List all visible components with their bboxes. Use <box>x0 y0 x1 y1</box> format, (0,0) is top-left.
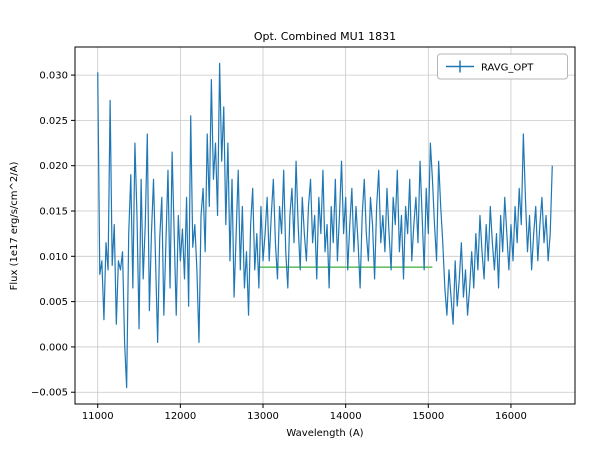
x-tick-label: 16000 <box>495 411 527 422</box>
y-tick-label: 0.015 <box>39 207 68 218</box>
y-tick-label: 0.000 <box>39 342 68 353</box>
legend-label: RAVG_OPT <box>481 63 534 74</box>
legend-box <box>437 53 568 80</box>
x-axis-label: Wavelength (A) <box>286 428 363 439</box>
flux-line <box>97 62 553 389</box>
x-tick-label: 13000 <box>247 411 279 422</box>
chart-title: Opt. Combined MU1 1831 <box>254 30 396 43</box>
y-tick-label: 0.005 <box>39 297 68 308</box>
y-tick-label: 0.010 <box>39 252 68 263</box>
y-tick-label: −0.005 <box>31 388 68 399</box>
y-tick-label: 0.025 <box>39 116 68 127</box>
y-axis-label: Flux (1e17 erg/s/cm^2/A) <box>9 162 20 291</box>
y-tick-label: 0.030 <box>39 71 68 82</box>
x-tick-label: 15000 <box>412 411 444 422</box>
x-tick-label: 12000 <box>164 411 196 422</box>
legend: RAVG_OPT <box>437 53 568 80</box>
x-tick-label: 14000 <box>330 411 362 422</box>
x-tick-label: 11000 <box>82 411 114 422</box>
y-tick-label: 0.020 <box>39 161 68 172</box>
axes-border <box>74 46 576 405</box>
